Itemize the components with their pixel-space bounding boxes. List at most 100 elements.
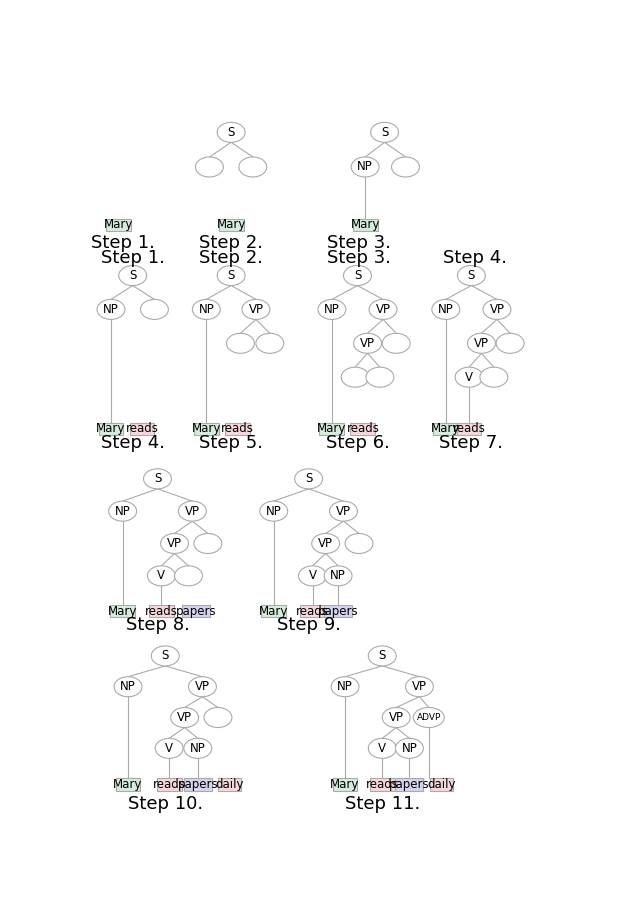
Text: NP: NP <box>324 303 340 316</box>
Ellipse shape <box>382 708 410 727</box>
Text: Mary: Mary <box>259 605 289 617</box>
Text: reads: reads <box>145 605 178 617</box>
Ellipse shape <box>483 299 511 319</box>
Text: S: S <box>129 269 136 282</box>
FancyBboxPatch shape <box>129 423 154 435</box>
Ellipse shape <box>260 501 288 521</box>
Text: Step 3.: Step 3. <box>327 249 391 267</box>
Text: papers: papers <box>177 778 218 791</box>
Ellipse shape <box>341 367 369 387</box>
Text: VP: VP <box>412 680 427 693</box>
Text: V: V <box>157 569 165 582</box>
Ellipse shape <box>217 266 245 285</box>
Ellipse shape <box>189 677 216 697</box>
Text: S: S <box>305 473 312 485</box>
Ellipse shape <box>371 123 399 142</box>
Ellipse shape <box>344 266 371 285</box>
Text: VP: VP <box>474 337 489 350</box>
Ellipse shape <box>242 299 270 319</box>
Text: papers: papers <box>176 605 216 617</box>
FancyBboxPatch shape <box>370 778 395 791</box>
Text: daily: daily <box>215 778 244 791</box>
Text: Mary: Mary <box>108 605 138 617</box>
Ellipse shape <box>369 299 397 319</box>
FancyBboxPatch shape <box>182 605 210 617</box>
Ellipse shape <box>467 333 495 354</box>
Ellipse shape <box>193 299 220 319</box>
Text: NP: NP <box>438 303 454 316</box>
Text: Step 1.: Step 1. <box>91 234 155 252</box>
Text: VP: VP <box>177 711 192 724</box>
FancyBboxPatch shape <box>351 423 375 435</box>
Ellipse shape <box>147 566 175 586</box>
Text: VP: VP <box>195 680 210 693</box>
Text: reads: reads <box>153 778 186 791</box>
FancyBboxPatch shape <box>457 423 481 435</box>
Ellipse shape <box>496 333 524 354</box>
Ellipse shape <box>119 266 147 285</box>
Text: NP: NP <box>357 161 373 174</box>
Text: Step 11.: Step 11. <box>344 795 420 813</box>
FancyBboxPatch shape <box>353 219 378 231</box>
Ellipse shape <box>175 566 202 586</box>
Text: Step 2.: Step 2. <box>199 249 263 267</box>
Text: NP: NP <box>198 303 214 316</box>
Text: VP: VP <box>360 337 375 350</box>
Text: S: S <box>227 269 235 282</box>
Text: V: V <box>308 569 317 582</box>
Text: papers: papers <box>318 605 358 617</box>
Ellipse shape <box>161 533 189 554</box>
Ellipse shape <box>406 677 433 697</box>
Ellipse shape <box>324 566 352 586</box>
FancyBboxPatch shape <box>110 605 135 617</box>
Text: Mary: Mary <box>96 422 125 436</box>
Ellipse shape <box>227 333 254 354</box>
Text: S: S <box>354 269 361 282</box>
Text: S: S <box>161 650 169 663</box>
Ellipse shape <box>345 533 373 554</box>
Ellipse shape <box>143 469 172 489</box>
Ellipse shape <box>171 708 198 727</box>
Text: reads: reads <box>296 605 329 617</box>
Text: VP: VP <box>376 303 390 316</box>
Text: Mary: Mary <box>216 218 246 232</box>
Text: V: V <box>378 742 387 755</box>
Text: Step 4.: Step 4. <box>444 249 508 267</box>
Ellipse shape <box>392 157 419 177</box>
FancyBboxPatch shape <box>106 219 131 231</box>
Text: Step 7.: Step 7. <box>440 435 504 452</box>
Text: VP: VP <box>490 303 504 316</box>
Text: reads: reads <box>366 778 399 791</box>
Ellipse shape <box>151 646 179 665</box>
Ellipse shape <box>330 501 358 521</box>
Text: Mary: Mary <box>317 422 347 436</box>
Text: VP: VP <box>185 505 200 518</box>
Text: VP: VP <box>336 505 351 518</box>
Ellipse shape <box>368 738 396 759</box>
Ellipse shape <box>97 299 125 319</box>
Ellipse shape <box>353 333 381 354</box>
Ellipse shape <box>480 367 508 387</box>
Text: Step 8.: Step 8. <box>125 617 189 634</box>
Text: Step 4.: Step 4. <box>100 435 164 452</box>
FancyBboxPatch shape <box>99 423 124 435</box>
Ellipse shape <box>458 266 485 285</box>
Text: papers: papers <box>389 778 429 791</box>
Text: Mary: Mary <box>351 218 380 232</box>
Text: Mary: Mary <box>330 778 360 791</box>
FancyBboxPatch shape <box>194 423 219 435</box>
Text: NP: NP <box>337 680 353 693</box>
Ellipse shape <box>382 333 410 354</box>
FancyBboxPatch shape <box>319 423 344 435</box>
FancyBboxPatch shape <box>225 423 250 435</box>
Text: VP: VP <box>167 537 182 550</box>
Text: Step 9.: Step 9. <box>276 617 340 634</box>
Text: Step 1.: Step 1. <box>100 249 164 267</box>
Text: VP: VP <box>388 711 404 724</box>
Ellipse shape <box>366 367 394 387</box>
FancyBboxPatch shape <box>184 778 212 791</box>
Text: reads: reads <box>346 422 380 436</box>
Text: NP: NP <box>401 742 417 755</box>
FancyBboxPatch shape <box>219 219 244 231</box>
Ellipse shape <box>298 566 326 586</box>
